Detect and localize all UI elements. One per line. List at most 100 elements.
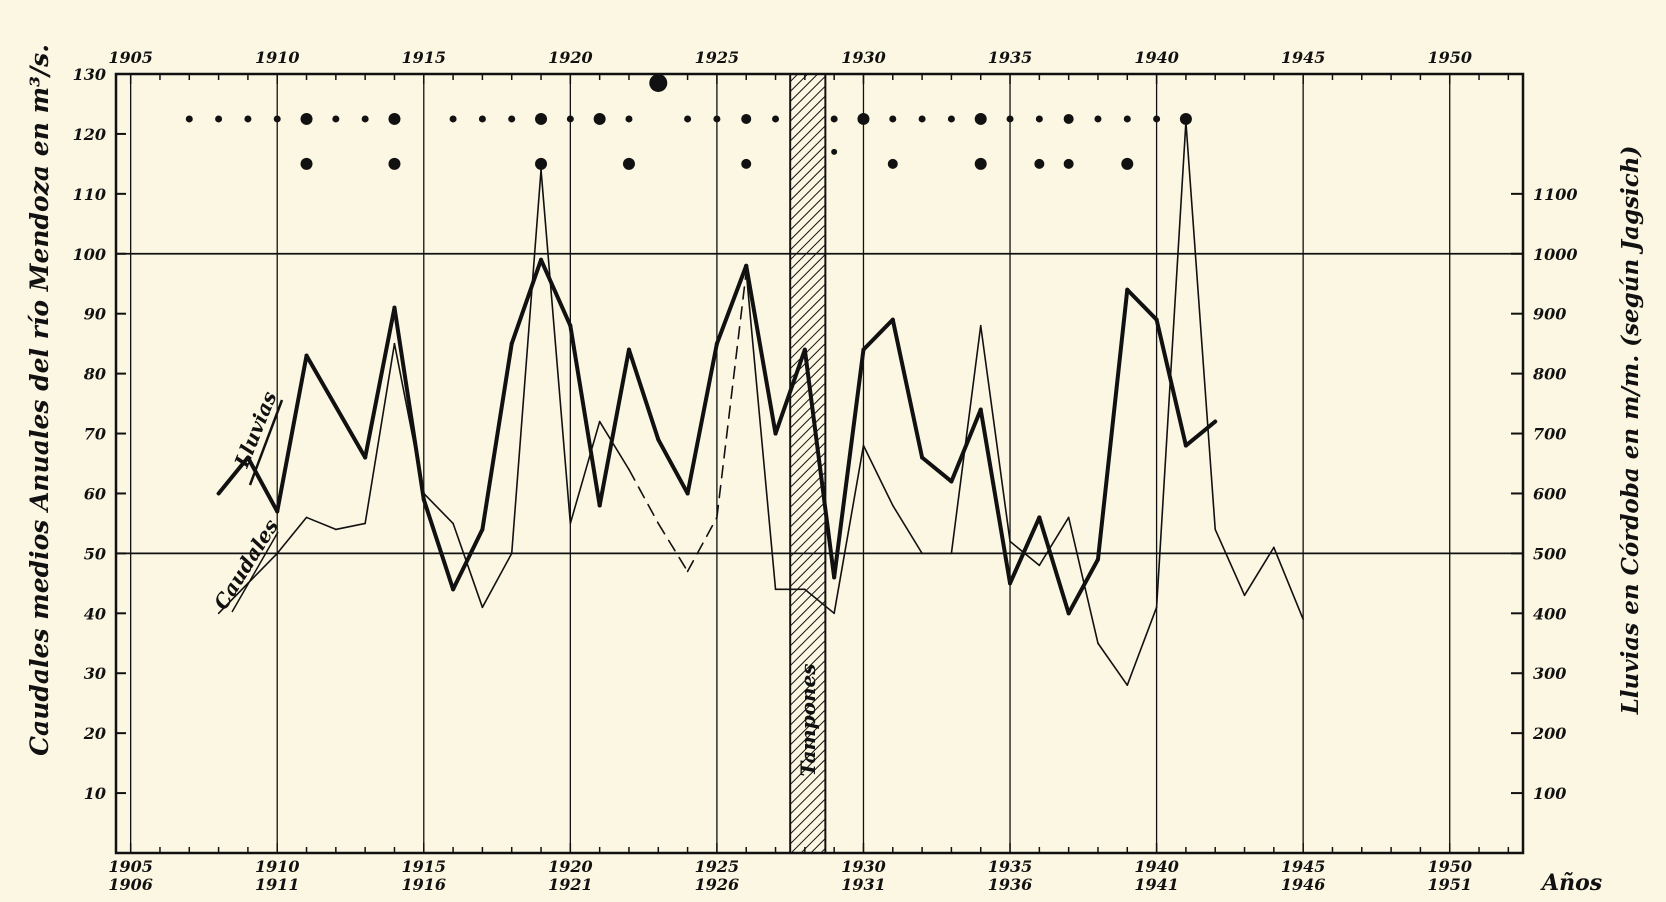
series-caudales-segment-1941 — [1185, 121, 1217, 531]
series-lluvias-segment-1930 — [861, 317, 895, 352]
top-tick-label-1940: 1940 — [1134, 48, 1179, 67]
dot-marker-1911-4 — [300, 112, 313, 125]
dot-marker-1911-33 — [300, 157, 313, 170]
y-tick-label-60: 60 — [84, 484, 106, 503]
series-lluvias-segment-1937 — [1066, 557, 1100, 616]
series-caudales-segment-1929 — [833, 444, 865, 615]
y2-axis-label: Lluvias en Córdoba en m/m. (según Jagsic… — [1617, 146, 1644, 716]
y2-tick-label-1000: 1000 — [1533, 245, 1578, 264]
series-caudales-segment-1938 — [1097, 642, 1129, 687]
dot-marker-1914-34 — [388, 157, 401, 170]
bottom-tick-label-1940: 1940 — [1134, 857, 1179, 876]
series-label-caudales: Caudales — [209, 515, 283, 614]
dot-marker-1937-42 — [1063, 158, 1074, 169]
series-caudales-segment-1910 — [276, 516, 308, 555]
series-caudales-segment-1912 — [335, 522, 366, 531]
dots-layer — [185, 73, 1192, 170]
dot-marker-1933-24 — [947, 115, 955, 123]
series-lluvias-segment-1910 — [275, 353, 309, 514]
dot-marker-1938-29 — [1094, 115, 1102, 123]
dot-marker-1917-9 — [478, 115, 486, 123]
dot-marker-1908-1 — [215, 115, 223, 123]
dot-marker-1941-32 — [1179, 112, 1192, 125]
dot-marker-1931-22 — [889, 115, 897, 123]
series-caudales-segment-1919 — [540, 169, 572, 525]
bottom-tick-label-1921: 1921 — [548, 875, 593, 894]
y-tick-label-100: 100 — [73, 245, 106, 264]
series-caudales-segment-1944 — [1273, 546, 1304, 621]
series-caudales-segment-1908 — [217, 582, 249, 615]
y-tick-label-90: 90 — [84, 305, 106, 324]
dot-marker-1936-27 — [1035, 115, 1043, 123]
series-lluvias-segment-1936 — [1037, 515, 1071, 616]
series-lluvias-segment-1916 — [451, 527, 485, 592]
series-lluvias-segment-1928 — [802, 347, 837, 580]
bottom-tick-label-1930: 1930 — [841, 857, 886, 876]
series-lluvias-segment-1909 — [245, 455, 280, 514]
series-caudales-segment-1939 — [1126, 606, 1158, 687]
series-lluvias-segment-1940 — [1154, 317, 1188, 448]
series-caudales-segment-1913 — [364, 342, 396, 525]
series-lluvias-segment-1919 — [539, 257, 573, 328]
y-tick-label-30: 30 — [84, 664, 106, 683]
dot-marker-1909-2 — [244, 115, 252, 123]
band-label: Tampones — [796, 664, 820, 777]
series-caudales-segment-1911 — [305, 516, 337, 531]
dot-marker-1940-31 — [1153, 115, 1161, 123]
dot-marker-1923-15 — [649, 73, 668, 92]
top-tick-label-1920: 1920 — [548, 48, 593, 67]
series-caudales-segment-1933 — [950, 324, 982, 555]
y-tick-label-40: 40 — [84, 604, 106, 623]
y2-tick-label-500: 500 — [1533, 544, 1566, 563]
series-caudales-segment-1921 — [598, 420, 630, 471]
series-lluvias-segment-1911 — [304, 353, 368, 460]
dot-marker-1920-12 — [566, 115, 574, 123]
series-caudales-segment-1936 — [1038, 516, 1070, 567]
y-tick-label-10: 10 — [84, 784, 106, 803]
dot-marker-1935-26 — [1006, 115, 1014, 123]
y2-tick-label-800: 800 — [1532, 365, 1566, 384]
dot-marker-1919-35 — [535, 157, 548, 170]
bottom-tick-label-1926: 1926 — [695, 875, 740, 894]
dot-marker-1926-18 — [741, 113, 752, 124]
series-caudales-segment-1928 — [804, 588, 835, 615]
dot-marker-1916-8 — [449, 115, 457, 123]
y-tick-label-130: 130 — [73, 65, 106, 84]
y2-tick-label-200: 200 — [1532, 724, 1566, 743]
series-lluvias-segment-1921 — [597, 347, 631, 508]
y-tick-label-20: 20 — [83, 724, 106, 743]
dot-marker-1929-20 — [830, 115, 838, 123]
dot-marker-1922-14 — [625, 115, 633, 123]
series-lluvias-segment-1931 — [890, 317, 925, 460]
y-axis-label: Caudales medios Anuales del río Mendoza … — [25, 44, 54, 756]
dot-marker-1932-23 — [918, 115, 926, 123]
dot-marker-1912-5 — [332, 115, 340, 123]
bottom-tick-label-1911: 1911 — [255, 875, 300, 894]
ticks-layer: 1905 1910 1915 1920 1925 1930 1935 1940 1945 1950… — [73, 48, 1578, 894]
series-lluvias-segment-1939 — [1125, 287, 1159, 322]
bottom-tick-label-1931: 1931 — [841, 875, 886, 894]
series-caudales-segment-1922 — [628, 468, 660, 525]
dot-marker-1922-36 — [622, 157, 635, 170]
series-caudales-segment-1931 — [891, 504, 923, 555]
series-lluvias-segment-1917 — [480, 341, 514, 532]
dot-marker-1939-43 — [1121, 157, 1134, 170]
bottom-tick-label-1910: 1910 — [255, 857, 300, 876]
caudales-underline — [231, 531, 279, 613]
series-caudales-segment-1923 — [657, 522, 689, 573]
series-lluvias-segment-1915 — [421, 497, 456, 592]
series-caudales-segment-1943 — [1243, 546, 1275, 597]
top-tick-label-1945: 1945 — [1281, 48, 1326, 67]
series-caudales-segment-1909 — [247, 552, 279, 585]
series-lluvias-segment-1927 — [773, 347, 807, 436]
series-layer — [216, 121, 1304, 687]
top-tick-label-1905: 1905 — [108, 48, 153, 67]
bottom-tick-label-1936: 1936 — [988, 875, 1033, 894]
top-tick-label-1935: 1935 — [988, 48, 1033, 67]
series-caudales-segment-1942 — [1214, 528, 1246, 597]
series-lluvias-segment-1929 — [832, 347, 866, 580]
dot-marker-1936-41 — [1034, 158, 1045, 169]
series-caudales-segment-1930 — [862, 444, 894, 507]
series-lluvias-segment-1913 — [363, 305, 397, 460]
